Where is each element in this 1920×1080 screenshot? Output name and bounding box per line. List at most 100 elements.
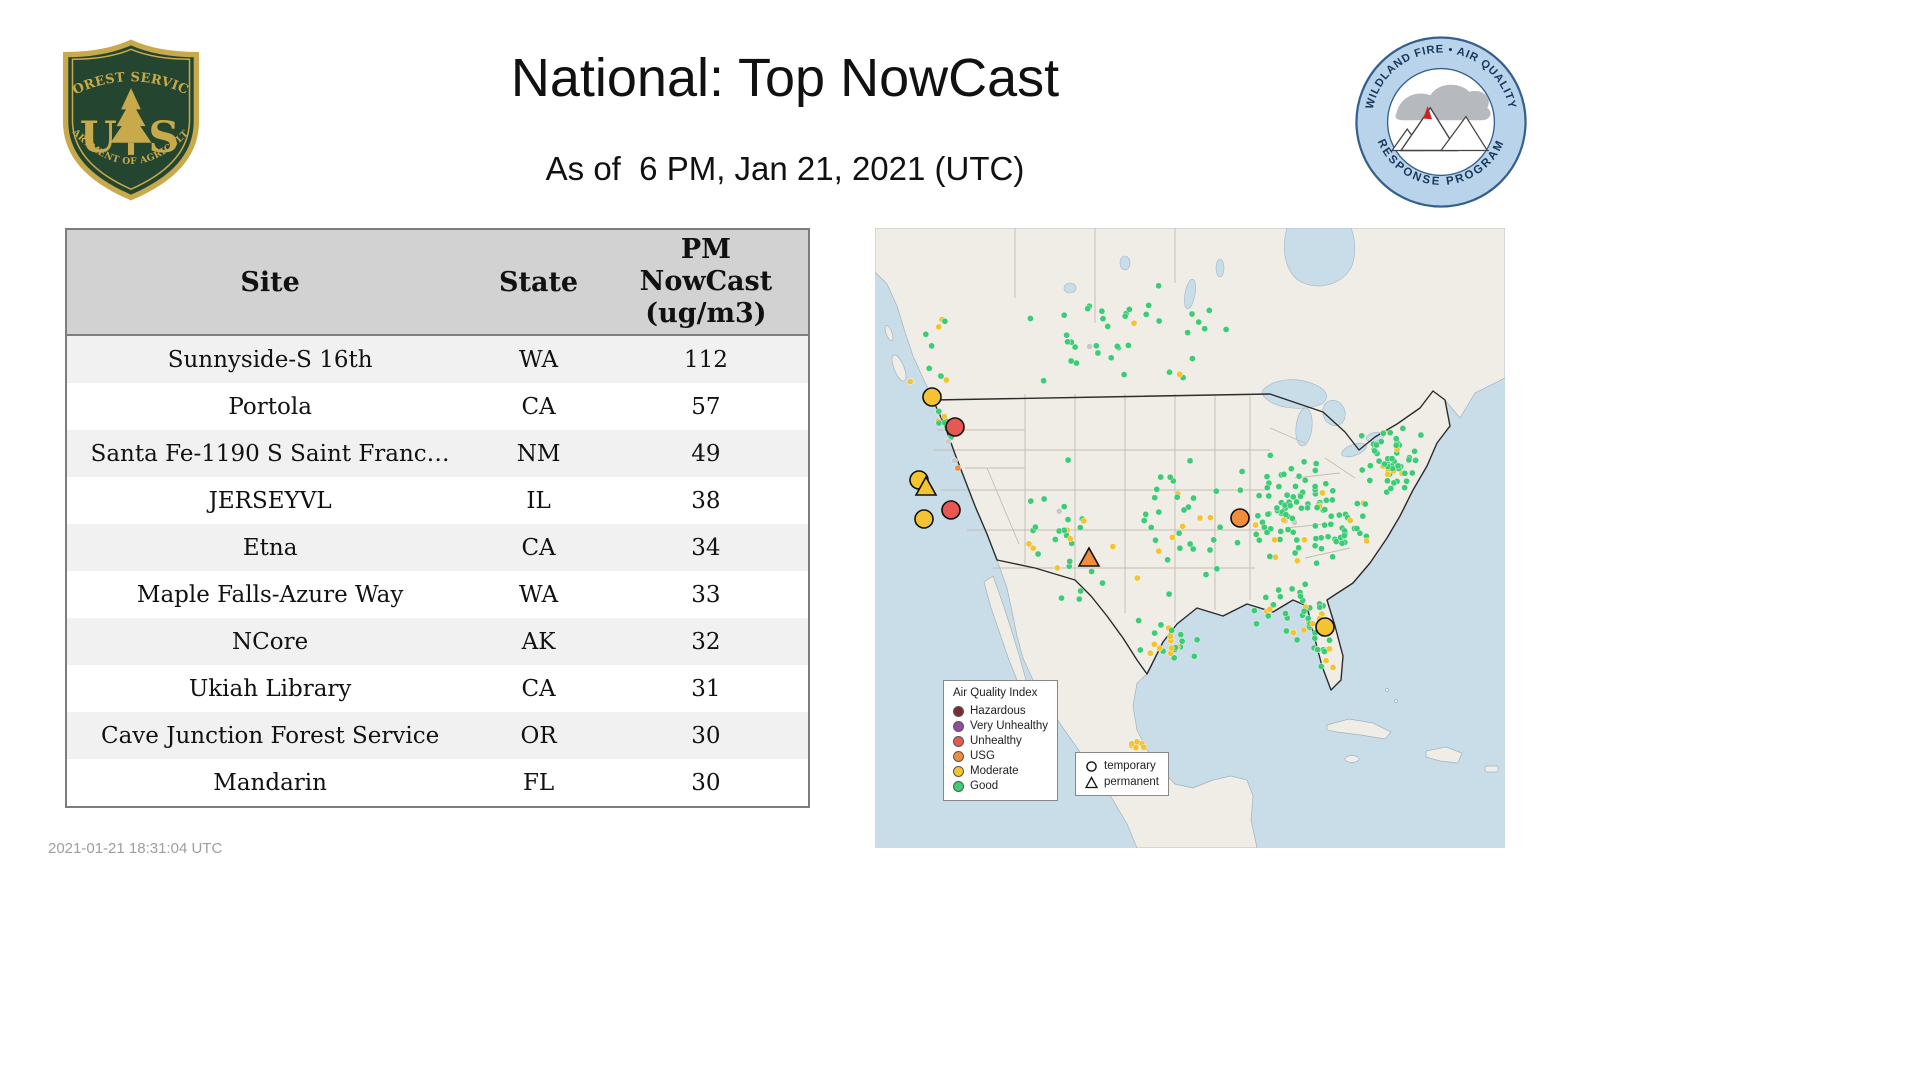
state-cell: WA (519, 346, 559, 373)
page-title: National: Top NowCast (510, 48, 1060, 108)
col-header-state: State (473, 230, 604, 336)
us-border (932, 390, 1451, 691)
very-unhealthy-dot-icon (953, 721, 964, 732)
legend-item-very-unhealthy: Very Unhealthy (953, 719, 1048, 734)
site-cell: Mandarin (213, 769, 327, 796)
table-row: Mandarin FL 30 (67, 759, 808, 806)
value-cell: 31 (691, 675, 721, 702)
state-cell: OR (520, 722, 557, 749)
site-cell: Ukiah Library (188, 675, 352, 702)
site-marker-circle (922, 387, 942, 407)
value-cell: 38 (691, 487, 721, 514)
site-marker-triangle (1077, 546, 1101, 567)
site-marker-circle (1315, 617, 1335, 637)
site-cell: Maple Falls-Azure Way (136, 581, 404, 608)
legend-label: USG (970, 750, 995, 762)
table-row: Santa Fe-1190 S Saint Franc… NM 49 (67, 430, 808, 477)
value-cell: 32 (691, 628, 721, 655)
airfire-logo: WILDLAND FIRE • AIR QUALITY RESPONSE PRO… (1355, 36, 1527, 208)
state-cell: AK (521, 628, 556, 655)
site-cell: Sunnyside-S 16th (167, 346, 373, 373)
top-site-markers (909, 387, 1335, 637)
hazardous-dot-icon (953, 706, 964, 717)
legend-item-temporary: temporary (1085, 758, 1159, 774)
page-subtitle: As of 6 PM, Jan 21, 2021 (UTC) (545, 150, 1025, 187)
pine-tree-icon (110, 88, 152, 155)
legend-item-unhealthy: Unhealthy (953, 734, 1048, 749)
table-row: Cave Junction Forest Service OR 30 (67, 712, 808, 759)
fs-monogram-u: U (80, 113, 117, 163)
table-row: NCore AK 32 (67, 618, 808, 665)
value-cell: 57 (691, 393, 721, 420)
value-cell: 33 (691, 581, 721, 608)
legend-label: permanent (1104, 776, 1159, 788)
fs-monogram-s: S (148, 113, 179, 163)
table-row: Ukiah Library CA 31 (67, 665, 808, 712)
table-row: JERSEYVL IL 38 (67, 477, 808, 524)
site-cell: NCore (232, 628, 309, 655)
monitor-dots (906, 282, 1425, 752)
value-cell: 112 (683, 346, 728, 373)
header: National: Top NowCast As of 6 PM, Jan 21… (230, 48, 1340, 188)
permanent-triangle-icon (1085, 775, 1098, 788)
state-cell: FL (522, 769, 555, 796)
aqi-legend-title: Air Quality Index (953, 687, 1038, 699)
col-header-pm-label: PM NowCast (ug/m3) (639, 234, 773, 329)
state-cell: CA (521, 534, 556, 561)
site-cell: JERSEYVL (208, 487, 332, 514)
site-marker-circle (1230, 508, 1250, 528)
col-header-site: Site (67, 230, 474, 336)
flame-icon (1423, 105, 1433, 120)
value-cell: 30 (691, 769, 721, 796)
legend-label: Moderate (970, 765, 1019, 777)
site-marker-circle (941, 500, 961, 520)
site-cell: Etna (242, 534, 298, 561)
timestamp: 2021-01-21 18:31:04 UTC (48, 840, 223, 857)
table-row: Etna CA 34 (67, 524, 808, 571)
legend-label: Very Unhealthy (970, 720, 1048, 732)
state-cell: CA (521, 675, 556, 702)
value-cell: 49 (691, 440, 721, 467)
site-marker-triangle (914, 475, 938, 496)
legend-item-permanent: permanent (1085, 774, 1159, 790)
legend-item-usg: USG (953, 749, 1048, 764)
aqi-legend: Air Quality Index Hazardous Very Unhealt… (943, 680, 1058, 801)
legend-label: temporary (1104, 760, 1156, 772)
legend-item-moderate: Moderate (953, 764, 1048, 779)
table-row: Maple Falls-Azure Way WA 33 (67, 571, 808, 618)
site-cell: Cave Junction Forest Service (101, 722, 440, 749)
site-cell: Portola (228, 393, 312, 420)
temporary-circle-icon (1086, 760, 1097, 772)
col-header-pm: PM NowCast (ug/m3) (603, 230, 808, 336)
state-cell: IL (526, 487, 551, 514)
legend-item-good: Good (953, 779, 1048, 794)
table-row: Portola CA 57 (67, 383, 808, 430)
site-marker-circle (945, 417, 965, 437)
usg-dot-icon (953, 751, 964, 762)
value-cell: 30 (691, 722, 721, 749)
aqi-map: Air Quality Index Hazardous Very Unhealt… (875, 228, 1505, 848)
value-cell: 34 (691, 534, 721, 561)
unhealthy-dot-icon (953, 736, 964, 747)
state-cell: NM (516, 440, 561, 467)
lakes (1063, 228, 1385, 458)
good-dot-icon (953, 781, 964, 792)
forest-service-logo: FOREST SERVICE U S DEPARTMENT OF AGRICUL… (55, 36, 200, 201)
shape-legend: temporary permanent (1075, 752, 1169, 796)
table-header-row: Site State PM NowCast (ug/m3) (67, 230, 808, 336)
moderate-dot-icon (953, 766, 964, 777)
state-borders (933, 228, 1356, 622)
legend-label: Hazardous (970, 705, 1026, 717)
nowcast-table: Site State PM NowCast (ug/m3) Sunnyside-… (65, 228, 810, 808)
legend-label: Unhealthy (970, 735, 1022, 747)
state-cell: WA (519, 581, 559, 608)
state-cell: CA (521, 393, 556, 420)
legend-label: Good (970, 780, 999, 792)
caribbean-islands (1326, 688, 1499, 773)
table-row: Sunnyside-S 16th WA 112 (67, 335, 808, 383)
smoke-mountains-icon (1390, 84, 1491, 152)
legend-item-hazardous: Hazardous (953, 704, 1048, 719)
site-marker-circle (914, 509, 934, 529)
site-cell: Santa Fe-1190 S Saint Franc… (90, 440, 450, 467)
